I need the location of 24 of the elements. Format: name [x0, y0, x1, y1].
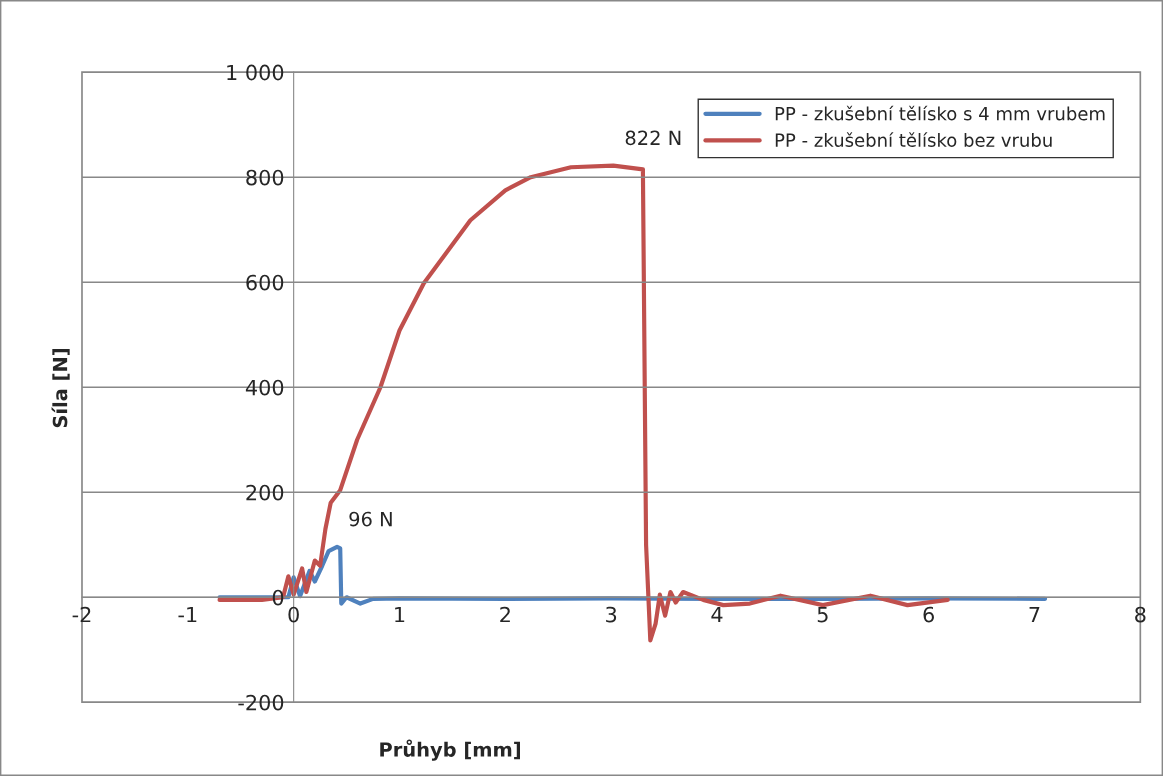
annotation: 96 N [349, 511, 392, 527]
legend-label: PP - zkušební tělísko bez vrubu [775, 132, 1052, 147]
x-tick-label: 4 [711, 606, 723, 623]
legend-label: PP - zkušební tělísko s 4 mm vrubem [775, 105, 1105, 121]
x-tick-label: -2 [72, 606, 91, 623]
y-tick-label: 600 [246, 274, 284, 291]
annotation: 822 N [625, 130, 681, 146]
x-tick-label: 0 [288, 606, 299, 623]
y-tick-label: 200 [246, 484, 284, 501]
x-tick-label: 1 [395, 606, 405, 623]
x-tick-label: 8 [1135, 606, 1146, 623]
y-tick-label: 1 000 [227, 64, 284, 81]
line-series [217, 163, 950, 643]
x-tick-label: 6 [923, 606, 934, 623]
x-tick-label: 2 [500, 606, 510, 623]
y-tick-label: -200 [238, 694, 284, 711]
y-tick-label: 800 [246, 169, 284, 186]
x-tick-label: 3 [606, 606, 617, 623]
x-axis-title: Průhyb [mm] [380, 739, 520, 761]
x-tick-label: -1 [178, 606, 197, 623]
x-tick-label: 5 [817, 606, 828, 623]
y-tick-label: 400 [245, 379, 284, 396]
y-axis-title: Síla [N] [51, 349, 70, 428]
x-tick-label: 7 [1029, 606, 1040, 623]
